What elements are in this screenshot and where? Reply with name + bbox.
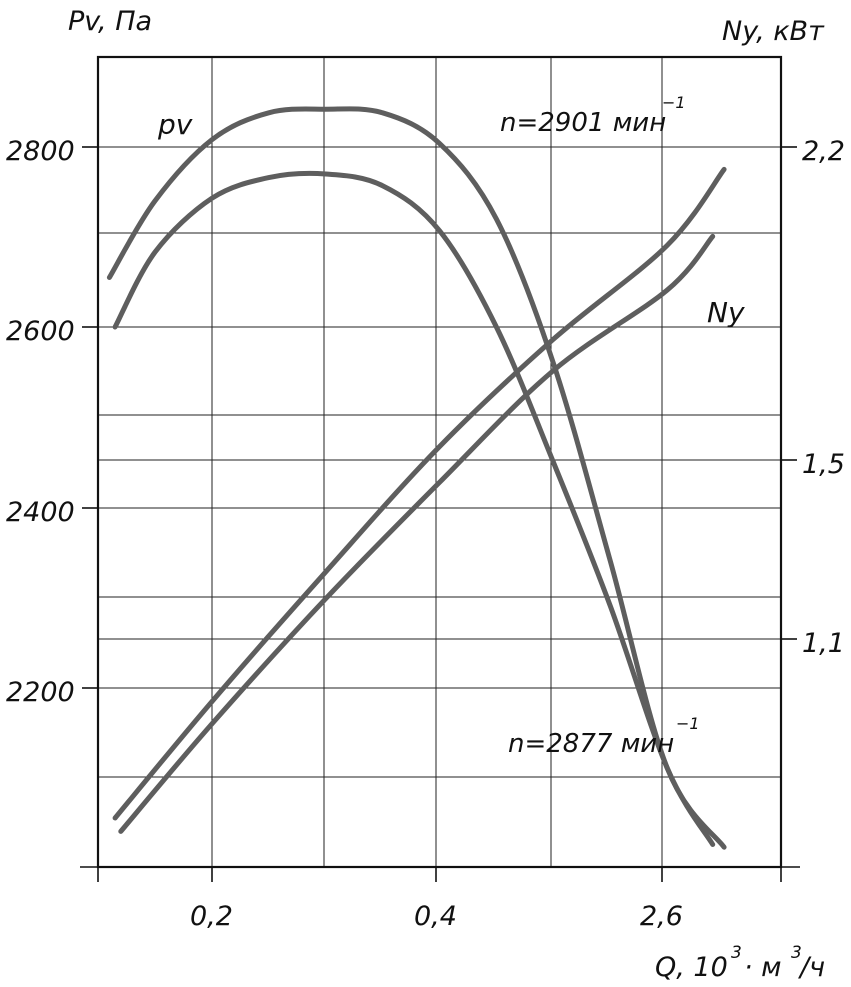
x-axis-title-main: Q, 10 [655, 952, 728, 983]
speed-label-high-sup: −1 [662, 93, 686, 112]
x-axis-title-unit-sup: 3 [791, 943, 802, 963]
left-axis-title: Pv, Па [68, 6, 152, 37]
x-axis-title-unit: · м [744, 952, 782, 983]
left-tick-label: 2800 [6, 136, 75, 167]
ny-curve-2901 [112, 166, 727, 821]
bottom-tick-label: 0,4 [414, 901, 457, 932]
right-tick-label: 2,2 [802, 136, 845, 167]
x-axis-title: Q, 10 3 · м 3 /ч [655, 943, 825, 983]
right-tick-label: 1,1 [802, 628, 845, 659]
x-axis-title-sup: 3 [731, 943, 742, 963]
x-axis-title-tail: /ч [798, 952, 825, 983]
ny-curve-label: Ny [707, 296, 745, 329]
left-tick-label: 2400 [6, 497, 75, 528]
pv-curve-2877 [112, 170, 716, 847]
bottom-tick-label: 0,2 [190, 901, 233, 932]
speed-label-low-sup: −1 [676, 714, 700, 733]
right-tick-label: 1,5 [802, 449, 845, 480]
axis-ticks [80, 146, 800, 882]
pv-curve-label: pv [157, 108, 193, 141]
curves-group [106, 106, 727, 850]
bottom-tick-label: 2,6 [640, 901, 683, 932]
left-tick-label: 2200 [6, 677, 75, 708]
left-tick-label: 2600 [6, 316, 75, 347]
ny-curve-2877 [118, 233, 716, 834]
horizontal-gridlines [98, 146, 781, 778]
speed-label-high: n=2901 мин [500, 108, 666, 138]
pv-curve-2901 [106, 106, 727, 850]
speed-label-low: n=2877 мин [508, 729, 674, 759]
right-axis-title: Ny, кВт [722, 16, 825, 47]
plot-frame [96, 55, 783, 869]
vertical-gridlines [211, 57, 663, 867]
